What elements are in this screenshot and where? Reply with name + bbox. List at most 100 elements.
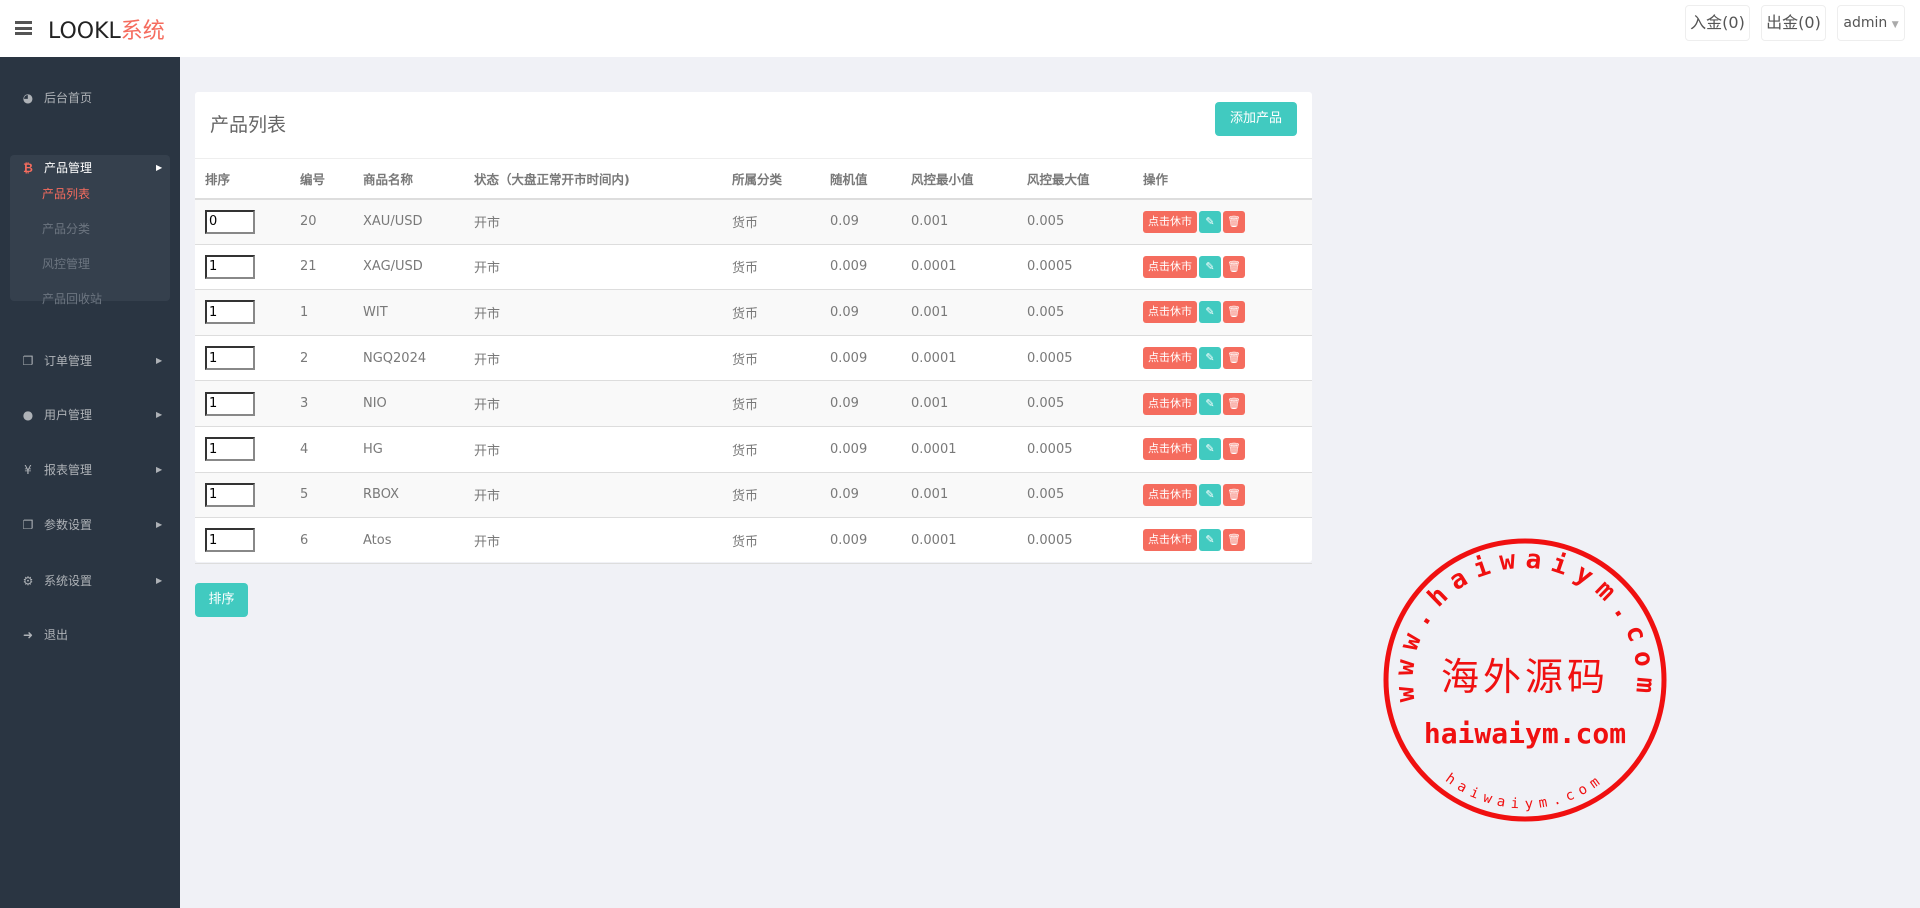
pencil-icon: ✎ xyxy=(1205,259,1215,273)
status-cell: 开市 xyxy=(464,426,722,473)
category-cell: 货币 xyxy=(722,517,820,564)
delete-button[interactable]: 🗑 xyxy=(1223,438,1245,461)
column-header: 风控最大值 xyxy=(1017,158,1133,200)
sidebar-sub-product-list[interactable]: 产品列表 xyxy=(42,187,91,201)
sort-order-input[interactable] xyxy=(205,346,255,371)
close-market-button[interactable]: 点击休市 xyxy=(1143,392,1197,415)
add-product-button[interactable]: 添加产品 xyxy=(1215,102,1297,136)
pencil-icon: ✎ xyxy=(1205,214,1215,228)
deposit-button[interactable]: 入金(0) xyxy=(1685,5,1750,41)
actions-cell: 点击休市 ✎ 🗑 xyxy=(1133,289,1312,336)
column-header: 排序 xyxy=(195,158,290,200)
withdraw-button[interactable]: 出金(0) xyxy=(1761,5,1826,41)
sort-order-input[interactable] xyxy=(205,300,255,325)
max-cell: 0.005 xyxy=(1017,198,1133,245)
sidebar-item-reports[interactable]: ¥ 报表管理 ▶ xyxy=(0,455,180,485)
sidebar-item-home[interactable]: ◕ 后台首页 xyxy=(0,83,180,113)
sort-cell xyxy=(195,517,290,564)
sidebar-item-logout[interactable]: ➜ 退出 xyxy=(0,620,180,650)
close-market-button[interactable]: 点击休市 xyxy=(1143,483,1197,506)
close-market-button[interactable]: 点击休市 xyxy=(1143,347,1197,370)
max-cell: 0.005 xyxy=(1017,472,1133,519)
delete-button[interactable]: 🗑 xyxy=(1223,347,1245,370)
trash-icon: 🗑 xyxy=(1227,487,1241,501)
sidebar-item-label: 报表管理 xyxy=(44,463,93,477)
actions-cell: 点击休市 ✎ 🗑 xyxy=(1133,517,1312,564)
user-dropdown[interactable]: admin ▼ xyxy=(1837,5,1905,41)
sort-cell xyxy=(195,472,290,519)
id-cell: 2 xyxy=(290,335,353,382)
sort-order-input[interactable] xyxy=(205,254,255,279)
random-cell: 0.009 xyxy=(820,244,901,291)
category-cell: 货币 xyxy=(722,289,820,336)
sidebar-item-system[interactable]: ⚙ 系统设置 ▶ xyxy=(0,566,180,596)
sidebar-item-params[interactable]: ❐ 参数设置 ▶ xyxy=(0,510,180,540)
sidebar: ◕ 后台首页 ₿ 产品管理 ▶ 产品列表 产品分类 风控管理 产品回收站 ❐ 订单管理 ▶… xyxy=(0,57,180,908)
sidebar-sub-product-category[interactable]: 产品分类 xyxy=(42,222,91,236)
edit-button[interactable]: ✎ xyxy=(1199,210,1221,233)
edit-button[interactable]: ✎ xyxy=(1199,529,1221,552)
delete-button[interactable]: 🗑 xyxy=(1223,301,1245,324)
min-cell: 0.001 xyxy=(901,289,1017,336)
close-market-button[interactable]: 点击休市 xyxy=(1143,301,1197,324)
status-cell: 开市 xyxy=(464,244,722,291)
edit-button[interactable]: ✎ xyxy=(1199,483,1221,506)
hamburger-menu-icon[interactable] xyxy=(15,21,32,35)
column-header: 操作 xyxy=(1133,158,1312,200)
edit-button[interactable]: ✎ xyxy=(1199,347,1221,370)
random-cell: 0.09 xyxy=(820,472,901,519)
logo-text: LOOKL xyxy=(48,19,121,44)
delete-button[interactable]: 🗑 xyxy=(1223,210,1245,233)
close-market-button[interactable]: 点击休市 xyxy=(1143,255,1197,278)
actions-cell: 点击休市 ✎ 🗑 xyxy=(1133,198,1312,245)
status-cell: 开市 xyxy=(464,517,722,564)
sidebar-item-orders[interactable]: ❐ 订单管理 ▶ xyxy=(0,346,180,376)
logo-accent: 系统 xyxy=(120,19,165,44)
caret-right-icon: ▶ xyxy=(156,410,163,419)
sort-order-input[interactable] xyxy=(205,482,255,507)
sort-button[interactable]: 排序 xyxy=(195,583,248,617)
column-header: 所属分类 xyxy=(722,158,820,200)
dashboard-icon: ◕ xyxy=(22,91,34,105)
edit-button[interactable]: ✎ xyxy=(1199,438,1221,461)
sort-order-input[interactable] xyxy=(205,437,255,462)
sidebar-item-users[interactable]: ● 用户管理 ▶ xyxy=(0,400,180,430)
edit-button[interactable]: ✎ xyxy=(1199,392,1221,415)
status-cell: 开市 xyxy=(464,198,722,245)
sidebar-item-products[interactable]: ₿ 产品管理 ▶ xyxy=(0,153,180,183)
gears-icon: ⚙ xyxy=(22,574,34,588)
close-market-button[interactable]: 点击休市 xyxy=(1143,529,1197,552)
category-cell: 货币 xyxy=(722,380,820,427)
delete-button[interactable]: 🗑 xyxy=(1223,392,1245,415)
sort-order-input[interactable] xyxy=(205,209,255,234)
trash-icon: 🗑 xyxy=(1227,351,1241,365)
copy-icon: ❐ xyxy=(22,354,34,368)
edit-button[interactable]: ✎ xyxy=(1199,301,1221,324)
stamp-ring xyxy=(1383,538,1667,822)
min-cell: 0.0001 xyxy=(901,335,1017,382)
pencil-icon: ✎ xyxy=(1205,351,1215,365)
edit-button[interactable]: ✎ xyxy=(1199,255,1221,278)
min-cell: 0.0001 xyxy=(901,426,1017,473)
sort-order-input[interactable] xyxy=(205,391,255,416)
delete-button[interactable]: 🗑 xyxy=(1223,483,1245,506)
random-cell: 0.009 xyxy=(820,517,901,564)
max-cell: 0.0005 xyxy=(1017,244,1133,291)
sidebar-item-label: 订单管理 xyxy=(44,354,93,368)
sidebar-sub-recycle[interactable]: 产品回收站 xyxy=(42,292,103,306)
sidebar-sub-risk[interactable]: 风控管理 xyxy=(42,257,91,271)
delete-button[interactable]: 🗑 xyxy=(1223,529,1245,552)
delete-button[interactable]: 🗑 xyxy=(1223,255,1245,278)
caret-right-icon: ▶ xyxy=(156,163,163,172)
sort-order-input[interactable] xyxy=(205,528,255,553)
sidebar-item-label: 后台首页 xyxy=(44,91,93,105)
sidebar-item-label: 用户管理 xyxy=(44,408,93,422)
close-market-button[interactable]: 点击休市 xyxy=(1143,438,1197,461)
pencil-icon: ✎ xyxy=(1205,396,1215,410)
close-market-button[interactable]: 点击休市 xyxy=(1143,210,1197,233)
column-header: 编号 xyxy=(290,158,353,200)
